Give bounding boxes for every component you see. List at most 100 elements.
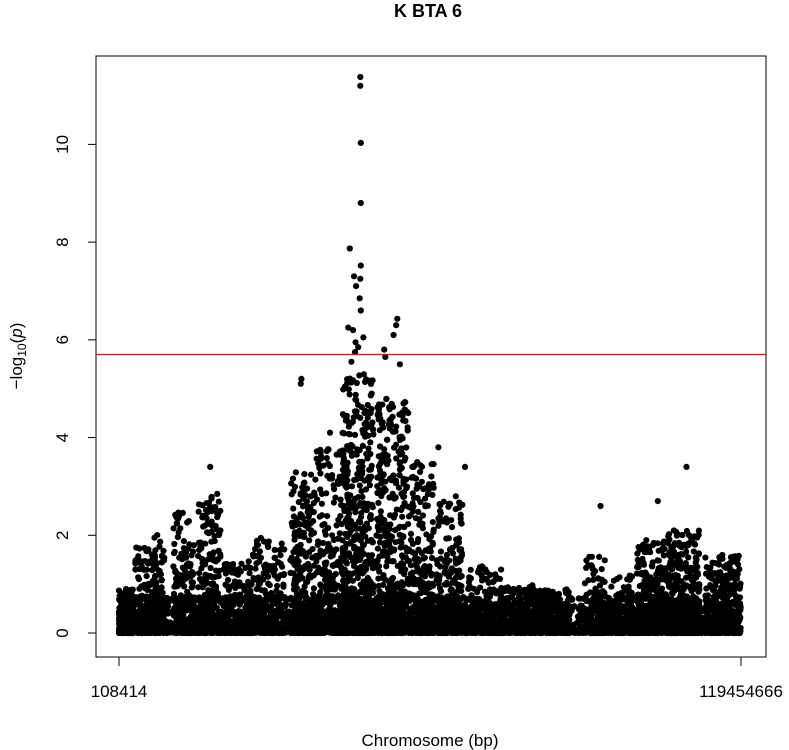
data-point [300, 502, 307, 509]
data-point [158, 552, 166, 559]
data-point [341, 465, 349, 472]
data-point [313, 606, 320, 614]
data-point [271, 627, 278, 635]
data-point [302, 519, 309, 526]
data-point [325, 606, 332, 613]
data-point [329, 628, 336, 636]
data-point [302, 551, 309, 558]
data-point [358, 509, 365, 516]
data-point [211, 538, 218, 545]
data-point [293, 584, 300, 592]
data-point [171, 540, 178, 548]
data-point [290, 513, 297, 520]
data-point [356, 372, 363, 379]
data-point [315, 460, 322, 467]
data-point [323, 455, 330, 462]
data-point [312, 476, 319, 483]
data-point [257, 554, 265, 561]
data-point [319, 608, 326, 615]
chart-title: K BTA 6 [394, 1, 462, 21]
data-point [253, 586, 260, 593]
data-point [280, 581, 287, 588]
data-point [288, 602, 295, 609]
data-point [165, 623, 172, 631]
data-point [365, 445, 372, 452]
data-point [183, 561, 191, 568]
data-point [173, 580, 180, 587]
data-point [326, 592, 333, 599]
data-point [152, 607, 159, 614]
data-point [266, 591, 273, 598]
data-point [301, 533, 308, 541]
data-point [340, 457, 347, 464]
data-point [290, 505, 297, 512]
data-point [334, 582, 341, 589]
data-point [368, 581, 375, 588]
data-point [293, 625, 300, 632]
data-point [174, 534, 181, 541]
data-point [287, 569, 294, 577]
data-point [290, 488, 297, 495]
data-point [271, 546, 278, 554]
data-point [200, 606, 207, 613]
data-point [174, 515, 181, 522]
data-point [130, 602, 137, 609]
data-point [215, 531, 222, 539]
data-point [184, 598, 191, 605]
data-point [195, 552, 202, 560]
data-point [300, 480, 307, 487]
data-point [352, 409, 359, 416]
data-point [187, 628, 194, 636]
data-point [271, 554, 279, 562]
data-point [197, 624, 204, 631]
data-point [336, 530, 343, 537]
data-point [185, 518, 192, 525]
data-point [189, 569, 196, 576]
data-point [172, 567, 179, 574]
data-point [205, 572, 212, 579]
data-point [125, 629, 132, 636]
data-point [184, 592, 191, 599]
data-point [266, 582, 273, 589]
data-point [299, 607, 306, 615]
data-point [368, 390, 375, 397]
data-point [306, 573, 313, 580]
data-point [254, 576, 261, 583]
data-point [132, 594, 139, 601]
data-point [260, 570, 267, 577]
data-point [246, 570, 253, 577]
data-point [182, 619, 189, 626]
data-point [325, 540, 332, 548]
data-point [158, 577, 165, 584]
data-point [207, 564, 214, 572]
data-point [577, 602, 584, 609]
data-point [316, 551, 324, 558]
data-point [151, 579, 158, 586]
data-point [201, 512, 208, 520]
data-point [288, 554, 295, 561]
data-point [205, 530, 212, 537]
data-point [247, 564, 254, 572]
data-point [272, 600, 279, 607]
data-point [181, 583, 188, 590]
data-point [358, 404, 365, 411]
data-point [204, 591, 211, 598]
data-point [138, 625, 145, 632]
data-point [330, 562, 337, 570]
data-point [225, 623, 232, 631]
data-point [310, 585, 317, 592]
data-point [232, 584, 239, 592]
data-point [205, 499, 212, 506]
data-point [353, 379, 360, 387]
data-point [321, 521, 328, 528]
data-point [340, 478, 347, 485]
data-point [324, 513, 331, 520]
data-point [291, 519, 298, 526]
data-point [156, 571, 163, 578]
data-point [287, 594, 294, 601]
data-point [259, 629, 267, 637]
data-point [216, 508, 223, 515]
data-point [277, 552, 284, 559]
data-point [320, 539, 327, 547]
